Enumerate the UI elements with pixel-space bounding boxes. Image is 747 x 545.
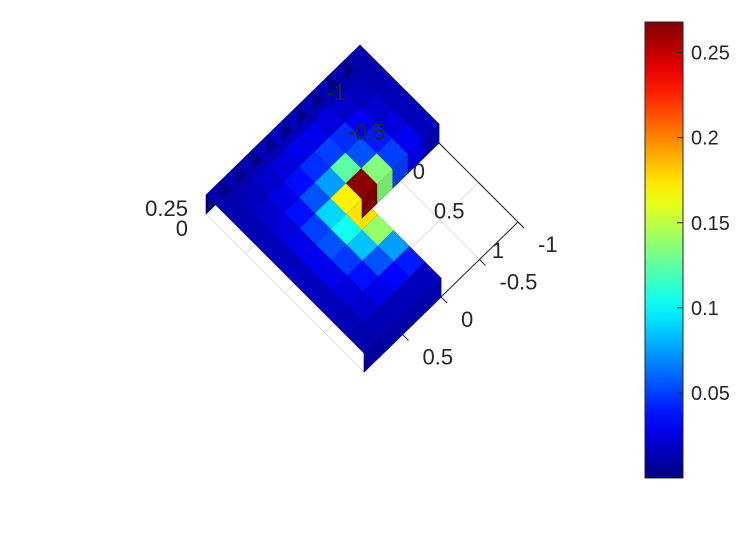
colorbar-tick-label: 0.25 (691, 43, 730, 65)
colorbar-tick-label: 0.05 (691, 383, 730, 405)
cell-top (409, 261, 442, 294)
y-tick-label: 0.5 (423, 345, 454, 370)
y-tick-mark-1 (479, 259, 486, 266)
cell-block (409, 261, 442, 313)
x-tick-mark-3 (478, 182, 485, 189)
y-tick-mark-3 (402, 334, 409, 341)
colorbar-gradient (644, 21, 684, 479)
x-tick-label: 0 (413, 159, 425, 184)
y-tick-label: -0.5 (500, 270, 538, 295)
y-tick-label: -1 (538, 232, 558, 257)
cell-block (407, 107, 440, 159)
z-tick-label: 0.25 (145, 196, 188, 221)
data-blocks (205, 44, 442, 373)
colorbar: 0.05 0.1 0.15 0.2 0.25 (644, 21, 730, 479)
colorbar-tick-label: 0.1 (691, 298, 719, 320)
x-tick-label: 0.5 (434, 199, 465, 224)
x-tick-label: 1 (492, 238, 504, 263)
y-tick-mark-2 (440, 296, 448, 304)
x-tick-label: -1 (326, 80, 346, 105)
y-tick-label: 0 (461, 307, 473, 332)
tick-labels: -1-0.500.51 -1-0.500.500.25 (145, 80, 557, 370)
colorbar-tick-label: 0.2 (691, 128, 719, 150)
x-tick-label: -0.5 (348, 120, 386, 145)
y-tick-mark-0 (517, 221, 525, 229)
z-tick-label: 0 (176, 216, 188, 241)
x-tick-mark-2 (438, 142, 446, 150)
cell-top (407, 107, 440, 140)
colorbar-tick-label: 0.15 (691, 213, 730, 235)
grid-line-y-4 (205, 213, 365, 373)
